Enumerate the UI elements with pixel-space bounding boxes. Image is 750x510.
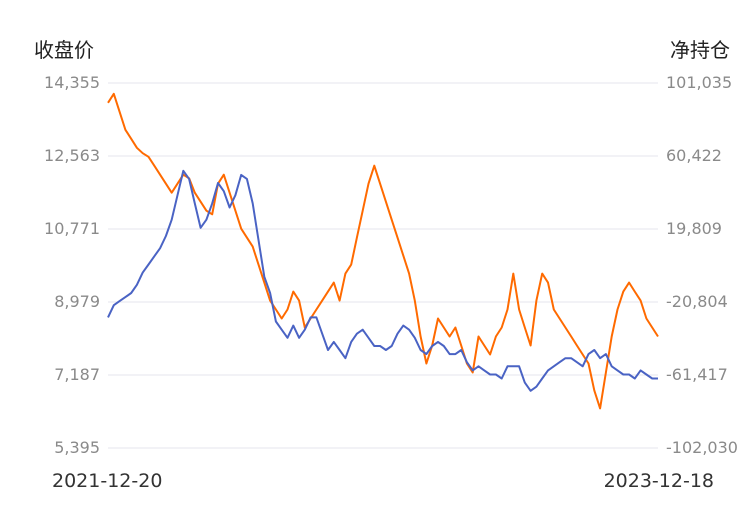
- series-line-net-position: [107, 92, 659, 410]
- right-tick-label: 60,422: [666, 146, 722, 165]
- left-tick-label: 8,979: [54, 292, 100, 311]
- right-tick-label: 101,035: [666, 73, 733, 92]
- right-axis-title: 净持仓: [670, 38, 730, 62]
- x-start-date: 2021-12-20: [52, 470, 163, 492]
- right-tick-label: -20,804: [666, 292, 728, 311]
- series-lines: [107, 92, 659, 410]
- gridlines: [108, 82, 658, 449]
- left-axis-title: 收盘价: [34, 38, 94, 62]
- right-tick-label: -102,030: [666, 438, 738, 457]
- series-line-close-price: [107, 169, 658, 392]
- x-end-date: 2023-12-18: [603, 470, 714, 492]
- left-tick-label: 12,563: [44, 146, 100, 165]
- left-tick-label: 10,771: [44, 219, 100, 238]
- right-tick-label: -61,417: [666, 365, 728, 384]
- left-tick-label: 7,187: [54, 365, 100, 384]
- left-tick-label: 14,355: [44, 73, 100, 92]
- left-tick-label: 5,395: [54, 438, 100, 457]
- right-tick-label: 19,809: [666, 219, 722, 238]
